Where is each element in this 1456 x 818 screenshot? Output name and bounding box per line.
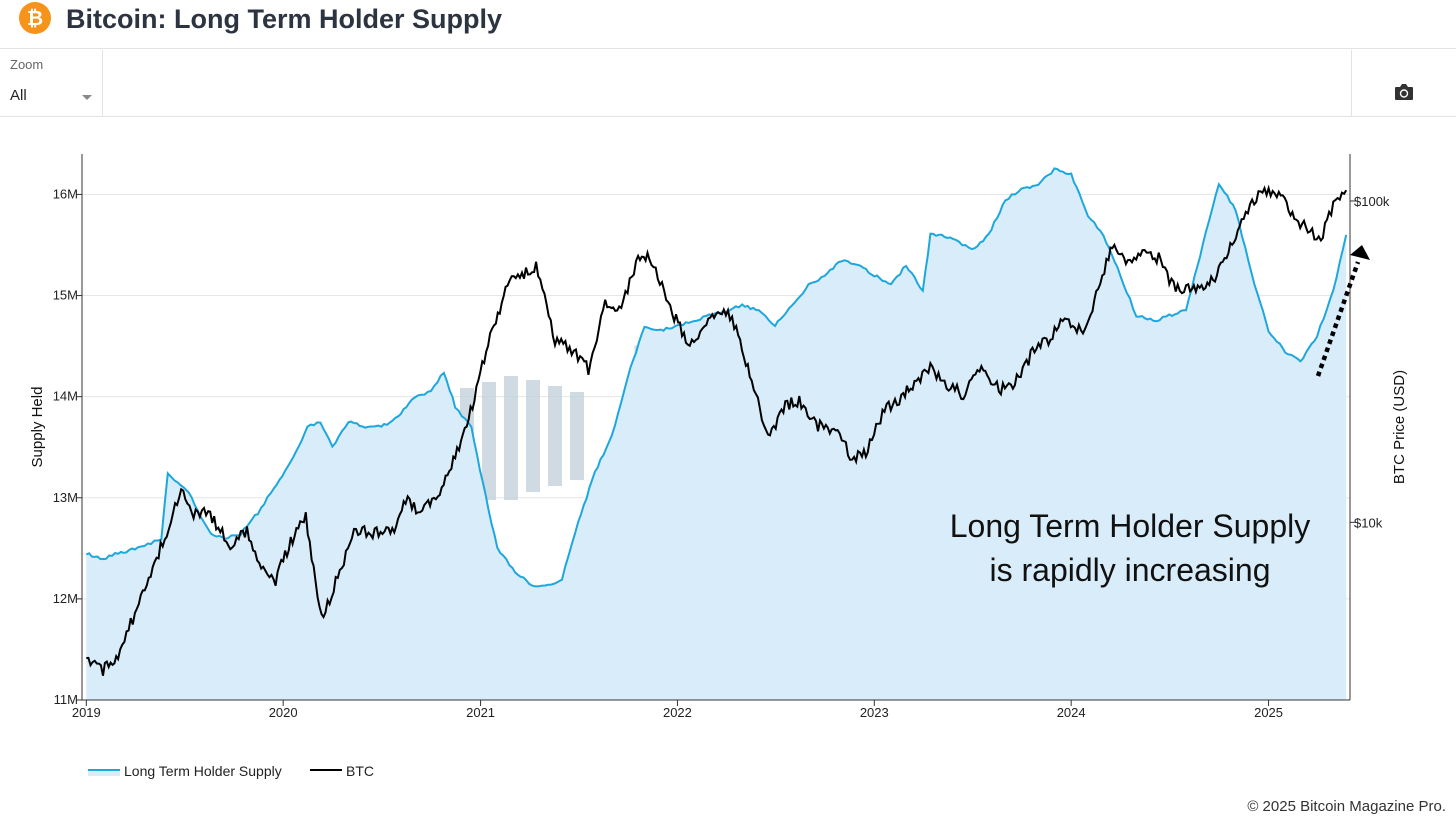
y2-axis-label: BTC Price (USD) xyxy=(1391,370,1408,484)
y-tick-label: 11M xyxy=(54,692,78,707)
y-tick-label: 13M xyxy=(53,490,78,505)
annotation-line-1: Long Term Holder Supply xyxy=(950,508,1311,544)
camera-icon xyxy=(1395,84,1413,100)
zoom-label: Zoom xyxy=(10,57,44,72)
btc-series-line xyxy=(86,184,1348,676)
x-tick-label: 2021 xyxy=(466,705,495,720)
annotation-line-2: is rapidly increasing xyxy=(989,552,1270,588)
y-axis-label: Supply Held xyxy=(29,387,46,468)
legend-swatch-fill xyxy=(88,770,120,776)
annotation-arrow xyxy=(1315,245,1370,377)
legend-item-btc[interactable]: BTC xyxy=(310,763,374,779)
chart-area: BITCOIN MAGAZINE PRO 11M12M13M14M15M16M$… xyxy=(29,154,1408,779)
y-tick-label: 14M xyxy=(53,389,78,404)
page-header: ₿ Bitcoin: Long Term Holder Supply xyxy=(0,0,1456,49)
y2-tick-label: $10k xyxy=(1354,515,1383,530)
legend-item-supply[interactable]: Long Term Holder Supply xyxy=(88,763,282,779)
x-tick-label: 2024 xyxy=(1057,705,1086,720)
x-tick-label: 2022 xyxy=(663,705,692,720)
copyright-text: © 2025 Bitcoin Magazine Pro. xyxy=(1247,798,1446,815)
chart-toolbar: Zoom All xyxy=(0,50,1456,117)
x-tick-label: 2020 xyxy=(269,705,298,720)
y-tick-label: 16M xyxy=(53,186,78,201)
x-tick-label: 2025 xyxy=(1254,705,1283,720)
chart-legend: Long Term Holder Supply BTC xyxy=(88,763,374,779)
chevron-down-icon xyxy=(82,95,92,100)
x-tick-label: 2019 xyxy=(72,705,101,720)
zoom-select[interactable]: Zoom All xyxy=(0,50,103,116)
x-tick-label: 2023 xyxy=(860,705,889,720)
supply-area-fill xyxy=(86,168,1347,700)
y-tick-label: 12M xyxy=(53,591,78,606)
y-tick-label: 15M xyxy=(53,288,78,303)
page-title: Bitcoin: Long Term Holder Supply xyxy=(66,4,502,34)
zoom-value: All xyxy=(10,87,27,104)
y2-tick-label: $100k xyxy=(1354,194,1390,209)
bitcoin-logo-icon: ₿ xyxy=(19,2,51,34)
legend-label-supply: Long Term Holder Supply xyxy=(124,763,282,779)
legend-label-btc: BTC xyxy=(346,763,374,779)
screenshot-button[interactable] xyxy=(1351,50,1456,116)
